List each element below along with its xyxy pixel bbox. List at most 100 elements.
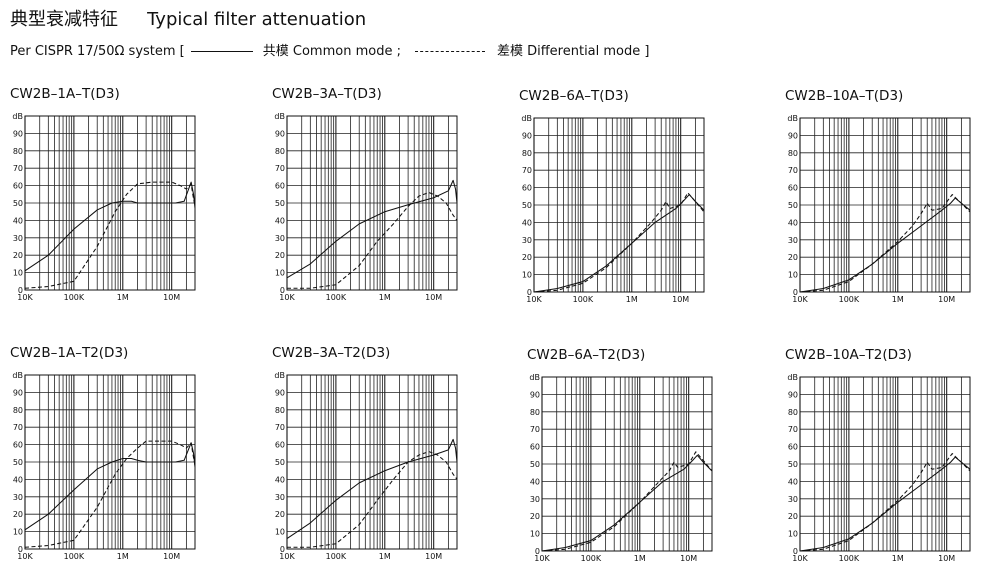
y-tick-label: 40 (275, 216, 285, 225)
y-tick-label: 20 (530, 512, 540, 521)
chart-1: CW2B–1A–T(D3) dB 90 80 70 60 50 40 30 20 10 0 10K 100… (10, 86, 250, 321)
plot-frame (799, 117, 971, 293)
y-tick-label: 0 (280, 286, 285, 295)
common-mode-line (533, 194, 705, 293)
differential-mode-line (287, 192, 458, 289)
x-tick-label: 10K (17, 293, 33, 302)
y-tick-label: 30 (788, 495, 798, 504)
chart-8: CW2B–10A–T2(D3) dB 90 80 70 60 50 40 30 20 10 0 10K 1… (785, 347, 1000, 582)
y-tick-label: 50 (275, 458, 285, 467)
y-tick-label: dB (274, 371, 285, 380)
page-title: 典型衰减特征 Typical filter attenuation (10, 5, 366, 31)
x-tick-label: 10M (938, 295, 955, 304)
y-tick-label: 10 (788, 530, 798, 539)
y-tick-label: 0 (793, 547, 798, 556)
y-tick-label: 70 (13, 423, 23, 432)
y-tick-label: 70 (530, 425, 540, 434)
y-tick-label: 50 (788, 460, 798, 469)
chart-3: CW2B–6A–T(D3) dB 90 80 70 60 50 40 30 20 10 0 10K 100… (519, 88, 759, 323)
y-tick-label: 30 (13, 234, 23, 243)
y-tick-label: 20 (522, 253, 532, 262)
y-tick-label: 50 (13, 458, 23, 467)
y-tick-label: 90 (275, 388, 285, 397)
y-tick-label: 10 (275, 269, 285, 278)
y-tick-label: 0 (18, 286, 23, 295)
plot-frame (799, 376, 971, 552)
x-tick-label: 10K (534, 554, 550, 563)
chart-title: CW2B–10A–T(D3) (785, 88, 904, 104)
y-tick-label: 90 (788, 131, 798, 140)
chart-title: CW2B–6A–T(D3) (519, 88, 629, 104)
differential-mode-line (24, 181, 196, 289)
x-tick-label: 100K (64, 293, 85, 302)
y-tick-label: 20 (788, 512, 798, 521)
x-tick-label: 10K (279, 552, 295, 561)
x-tick-label: 10M (163, 293, 180, 302)
x-tick-label: 10K (526, 295, 542, 304)
y-tick-label: 20 (275, 510, 285, 519)
y-tick-label: 10 (13, 269, 23, 278)
y-tick-label: 80 (13, 147, 23, 156)
common-mode-line (24, 442, 196, 531)
y-tick-label: 20 (275, 251, 285, 260)
legend-dash-line (414, 51, 485, 52)
y-tick-label: dB (274, 112, 285, 121)
x-tick-label: 1M (892, 554, 904, 563)
y-tick-label: 50 (13, 199, 23, 208)
chart-title: CW2B–1A–T2(D3) (10, 345, 129, 361)
chart-title: CW2B–6A–T2(D3) (527, 347, 646, 363)
y-tick-label: 80 (522, 149, 532, 158)
y-tick-label: 10 (788, 271, 798, 280)
y-tick-label: 80 (275, 406, 285, 415)
y-tick-label: 30 (788, 236, 798, 245)
y-tick-label: 50 (522, 201, 532, 210)
x-tick-label: 10K (279, 293, 295, 302)
y-tick-label: 40 (788, 218, 798, 227)
y-tick-label: 10 (522, 271, 532, 280)
y-tick-label: 80 (13, 406, 23, 415)
plot-frame (24, 374, 196, 550)
x-tick-label: 10M (938, 554, 955, 563)
x-tick-label: 100K (326, 552, 347, 561)
x-tick-label: 10M (425, 552, 442, 561)
differential-mode-line (799, 453, 971, 552)
y-tick-label: 60 (522, 184, 532, 193)
y-tick-label: 0 (793, 288, 798, 297)
x-tick-label: 10K (792, 295, 808, 304)
y-tick-label: 0 (18, 545, 23, 554)
common-mode-line (24, 181, 196, 272)
y-tick-label: 40 (530, 477, 540, 486)
grid (541, 376, 713, 552)
chart-4: CW2B–10A–T(D3) dB 90 80 70 60 50 40 30 20 10 0 10K 10… (785, 88, 1000, 323)
y-tick-label: 60 (275, 441, 285, 450)
x-tick-label: 1M (634, 554, 646, 563)
legend-prefix: Per CISPR 17/50Ω system [ (10, 44, 185, 59)
y-tick-label: dB (787, 114, 798, 123)
y-tick-label: 60 (788, 184, 798, 193)
y-tick-label: 90 (522, 131, 532, 140)
x-tick-label: 100K (581, 554, 602, 563)
chart-title: CW2B–3A–T2(D3) (272, 345, 391, 361)
y-tick-label: 30 (275, 493, 285, 502)
differential-mode-line (533, 192, 705, 293)
y-tick-label: dB (521, 114, 532, 123)
y-tick-label: 0 (535, 547, 540, 556)
y-tick-label: 90 (275, 129, 285, 138)
y-tick-label: 30 (275, 234, 285, 243)
x-tick-label: 100K (839, 554, 860, 563)
x-tick-label: 1M (117, 552, 129, 561)
y-tick-label: 70 (522, 166, 532, 175)
y-tick-label: 60 (275, 182, 285, 191)
y-tick-label: 10 (13, 528, 23, 537)
y-tick-label: 60 (788, 443, 798, 452)
y-tick-label: 40 (275, 475, 285, 484)
x-tick-label: 100K (839, 295, 860, 304)
x-tick-label: 100K (326, 293, 347, 302)
y-tick-label: 20 (13, 510, 23, 519)
x-tick-label: 1M (379, 552, 391, 561)
y-tick-label: 40 (788, 477, 798, 486)
grid (799, 117, 971, 293)
